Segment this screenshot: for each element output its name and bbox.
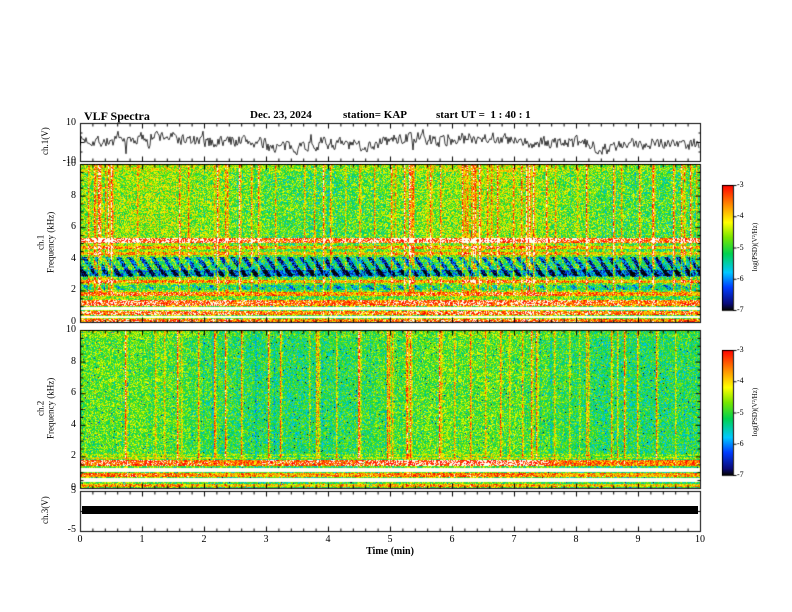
freq-tick-label: 6	[71, 221, 76, 233]
x-tick-label: 7	[511, 534, 517, 545]
freq-tick-label: 4	[71, 252, 76, 264]
start-ut-label: start UT = 1 : 40 : 1	[436, 109, 531, 121]
station-label: station= KAP	[343, 109, 408, 121]
colorbar-tick-label: -4	[737, 376, 744, 386]
ch1-spec-ylabel-line1: ch.1	[35, 234, 46, 250]
ch1-spectrogram-canvas	[80, 164, 700, 322]
x-tick-label: 5	[387, 534, 393, 545]
freq-tick-label: 0	[71, 316, 76, 327]
ch1-wave-ytick-top: 10	[66, 117, 76, 128]
x-tick-label: 3	[263, 534, 269, 545]
x-tick-label: 8	[573, 534, 579, 545]
colorbar-tick-label: -3	[737, 180, 744, 189]
ch3-ytick-bottom: -5	[67, 524, 76, 535]
colorbar-tick-label: -4	[737, 211, 744, 221]
x-tick-label: 9	[635, 534, 641, 545]
freq-tick-label: 6	[71, 387, 76, 399]
colorbar-tick-label: -6	[737, 438, 744, 448]
page-title: VLF Spectra	[84, 109, 150, 123]
freq-tick-label: 8	[71, 355, 76, 367]
colorbar-tick-label: -7	[737, 470, 744, 479]
colorbar-tick-label: -5	[737, 242, 744, 252]
ch2-spectrogram-canvas	[80, 330, 700, 488]
ch1-wave-ylabel: ch.1(V)	[39, 127, 50, 156]
date-label: Dec. 23, 2024	[250, 109, 312, 121]
freq-tick-label: 10	[66, 324, 76, 335]
ch3-ylabel: ch.3(V)	[39, 496, 50, 525]
freq-tick-label: 10	[66, 158, 76, 169]
x-tick-label: 10	[695, 534, 705, 545]
freq-tick-label: 2	[71, 284, 76, 296]
colorbar-tick-label: -5	[737, 407, 744, 417]
freq-tick-label: 4	[71, 418, 76, 430]
x-axis-title: Time (min)	[366, 546, 414, 557]
freq-tick-label: 2	[71, 450, 76, 462]
ch3-saturated-trace	[82, 506, 698, 514]
freq-tick-label: 8	[71, 189, 76, 201]
x-tick-label: 6	[449, 534, 455, 545]
freq-tick-label: 0	[71, 482, 76, 493]
colorbar-tick-label: -6	[737, 273, 744, 283]
x-tick-label: 4	[325, 534, 331, 545]
x-tick-label: 2	[201, 534, 207, 545]
colorbar-2	[722, 350, 733, 475]
ch2-spec-ylabel-line1: ch.2	[35, 400, 46, 416]
ch1-wave-ytick-bottom: -10	[62, 155, 76, 166]
colorbar-1	[722, 185, 733, 310]
x-tick-label: 0	[77, 534, 83, 545]
ch1-waveform-canvas	[80, 123, 700, 161]
colorbar-tick-label: -7	[737, 305, 744, 314]
ch3-ytick-top: 5	[71, 485, 76, 496]
colorbar-tick-label: -3	[737, 345, 744, 354]
x-tick-label: 1	[139, 534, 145, 545]
